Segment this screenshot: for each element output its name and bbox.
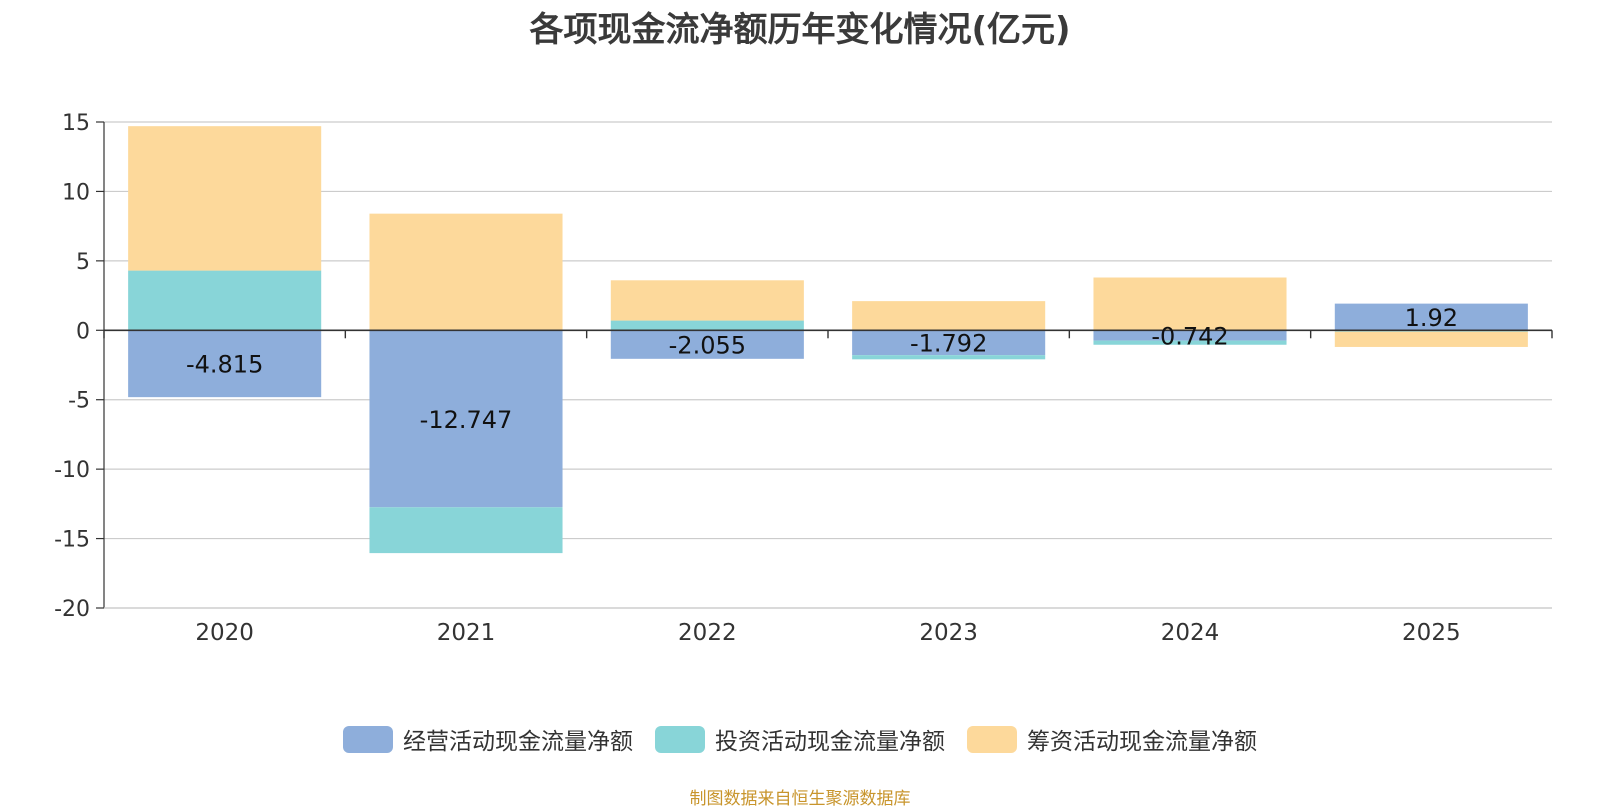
x-tick-label: 2022 [678, 620, 737, 646]
data-label: 1.92 [1405, 304, 1458, 332]
data-label: -1.792 [910, 330, 987, 358]
x-tick-label: 2023 [919, 620, 978, 646]
legend-swatch-operating [343, 725, 393, 753]
y-tick-label: -15 [54, 528, 90, 553]
stacked-bar-chart: 15 10 5 0 -5 -10 -15 -20 2020 2021 2022 2023 2024 202… [54, 111, 1553, 646]
x-tick-label: 2025 [1402, 620, 1461, 646]
bar-segment [852, 301, 1046, 331]
y-tick-label: 15 [62, 111, 90, 136]
bar-segment [369, 507, 563, 554]
source-note: 制图数据来自恒生聚源数据库 [689, 789, 911, 809]
bar-segment [1093, 277, 1287, 331]
bar-segment [369, 213, 563, 331]
legend-label-operating: 经营活动现金流量净额 [403, 729, 633, 755]
bar-segment [128, 330, 322, 398]
bar-segment [1334, 303, 1528, 331]
x-tick-label: 2020 [195, 620, 254, 646]
bar-segment [610, 280, 804, 321]
data-label: -4.815 [186, 351, 263, 379]
bar-segment [1334, 331, 1528, 347]
bar-segment [610, 330, 804, 359]
legend-swatch-investing [655, 725, 705, 753]
y-tick-label: 0 [76, 319, 90, 344]
bar-segment [369, 330, 563, 508]
legend-item-investing[interactable]: 投资活动现金流量净额 [655, 722, 945, 756]
y-tick-label: -5 [68, 389, 90, 414]
chart-title: 各项现金流净额历年变化情况(亿元) [529, 10, 1071, 50]
y-tick-label: -20 [54, 597, 90, 622]
x-tick-label: 2021 [437, 620, 496, 646]
legend-label-financing: 筹资活动现金流量净额 [1027, 729, 1257, 755]
data-label: -0.742 [1151, 322, 1228, 350]
bar-segment [610, 320, 804, 331]
y-tick-label: 10 [62, 180, 90, 205]
legend-item-financing[interactable]: 筹资活动现金流量净额 [967, 722, 1257, 756]
data-label: -12.747 [420, 406, 513, 434]
bar-segment [1093, 330, 1287, 341]
bar-segment [852, 330, 1046, 356]
bar-segment [852, 355, 1046, 360]
legend-label-investing: 投资活动现金流量净额 [715, 729, 945, 755]
bar-segment [128, 126, 322, 271]
y-tick-label: 5 [76, 250, 90, 275]
data-label: -2.055 [669, 332, 746, 360]
legend-item-operating[interactable]: 经营活动现金流量净额 [343, 722, 633, 756]
bar-segment [1093, 340, 1287, 345]
legend: 经营活动现金流量净额 投资活动现金流量净额 筹资活动现金流量净额 [0, 722, 1600, 756]
bar-segment [128, 270, 322, 331]
x-tick-label: 2024 [1161, 620, 1220, 646]
y-tick-label: -10 [54, 458, 90, 483]
legend-swatch-financing [967, 725, 1017, 753]
